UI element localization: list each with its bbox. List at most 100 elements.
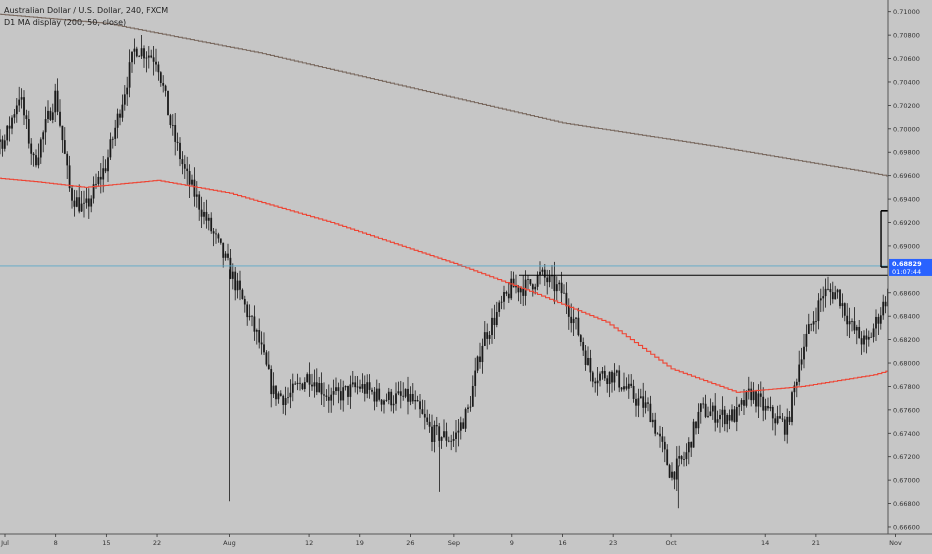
candle-body <box>102 168 104 179</box>
candle-body <box>580 335 582 342</box>
candle-body <box>777 416 779 423</box>
candle-body <box>256 330 258 332</box>
candle-body <box>561 283 563 293</box>
candle-body <box>393 404 395 405</box>
candle-body <box>227 254 229 258</box>
candle-body <box>659 434 661 437</box>
candle-body <box>290 393 292 398</box>
candle-body <box>242 290 244 299</box>
candle-body <box>782 419 784 420</box>
y-tick-label: 0.71000 <box>893 8 920 16</box>
candle-body <box>594 382 596 384</box>
candle-body <box>189 171 191 185</box>
candle-body <box>882 302 884 316</box>
candle-body <box>326 396 328 397</box>
candle-body <box>810 324 812 325</box>
candle-body <box>98 177 100 184</box>
candle-body <box>844 303 846 316</box>
candle-body <box>640 396 642 398</box>
candle-body <box>616 370 618 372</box>
candle-body <box>167 91 169 115</box>
candle-body <box>654 420 656 434</box>
candle-body <box>554 275 556 291</box>
candle-body <box>453 439 455 441</box>
candle-body <box>107 157 109 171</box>
candle-body <box>858 327 860 338</box>
candle-body <box>410 394 412 402</box>
candle-body <box>532 284 534 289</box>
candle-body <box>830 289 832 292</box>
y-tick-label: 0.70600 <box>893 55 920 63</box>
y-tick-label: 0.69200 <box>893 219 920 227</box>
candle-body <box>266 352 268 364</box>
candle-body <box>328 397 330 401</box>
candle-body <box>388 392 390 400</box>
y-tick-label: 0.68400 <box>893 313 920 321</box>
candle-body <box>477 357 479 371</box>
candle-body <box>796 382 798 386</box>
candle-body <box>798 365 800 382</box>
candle-body <box>165 86 167 91</box>
candle-body <box>642 396 644 407</box>
candle-body <box>309 374 311 384</box>
candle-body <box>254 316 256 331</box>
candle-body <box>794 385 796 392</box>
candle-body <box>724 410 726 424</box>
candle-body <box>38 157 40 165</box>
candle-body <box>506 292 508 294</box>
candle-body <box>110 139 112 157</box>
candle-body <box>424 414 426 418</box>
candle-body <box>530 279 532 284</box>
x-tick-label: 16 <box>558 539 566 547</box>
candle-body <box>347 386 349 397</box>
candle-body <box>100 177 102 180</box>
candle-body <box>302 384 304 389</box>
candle-body <box>767 406 769 408</box>
candle-body <box>467 407 469 409</box>
candle-body <box>710 411 712 415</box>
symbol-title: Australian Dollar / U.S. Dollar, 240, FX… <box>4 6 168 15</box>
candle-body <box>570 317 572 323</box>
candle-body <box>772 407 774 418</box>
candle-body <box>462 422 464 428</box>
candle-body <box>633 386 635 399</box>
candle-body <box>662 436 664 441</box>
y-tick-label: 0.67000 <box>893 477 920 485</box>
candle-body <box>95 184 97 185</box>
candle-body <box>863 336 865 345</box>
candle-body <box>126 88 128 95</box>
candle-body <box>14 114 16 117</box>
candle-body <box>820 298 822 300</box>
candle-body <box>496 312 498 325</box>
candle-body <box>446 431 448 441</box>
candle-body <box>261 343 263 345</box>
candle-body <box>434 425 436 442</box>
candle-body <box>129 62 131 87</box>
candle-body <box>731 409 733 420</box>
candle-body <box>338 387 340 391</box>
candle-body <box>827 289 829 290</box>
candle-body <box>635 399 637 406</box>
candle-body <box>191 180 193 185</box>
candle-body <box>779 416 781 419</box>
candle-body <box>402 396 404 397</box>
candle-body <box>28 119 30 144</box>
candle-body <box>472 386 474 407</box>
candle-body <box>880 315 882 323</box>
price-tag-value: 0.68829 <box>892 260 922 268</box>
candle-body <box>0 139 1 141</box>
candle-body <box>81 204 83 212</box>
x-tick-label: 22 <box>153 539 161 547</box>
candle-body <box>770 407 772 408</box>
candle-body <box>18 100 20 106</box>
candle-body <box>299 383 301 384</box>
candle-body <box>546 278 548 283</box>
y-tick-label: 0.67800 <box>893 383 920 391</box>
candle-body <box>866 336 868 340</box>
candle-body <box>878 317 880 324</box>
candle-body <box>813 321 815 324</box>
candle-body <box>246 304 248 317</box>
candle-body <box>280 393 282 395</box>
